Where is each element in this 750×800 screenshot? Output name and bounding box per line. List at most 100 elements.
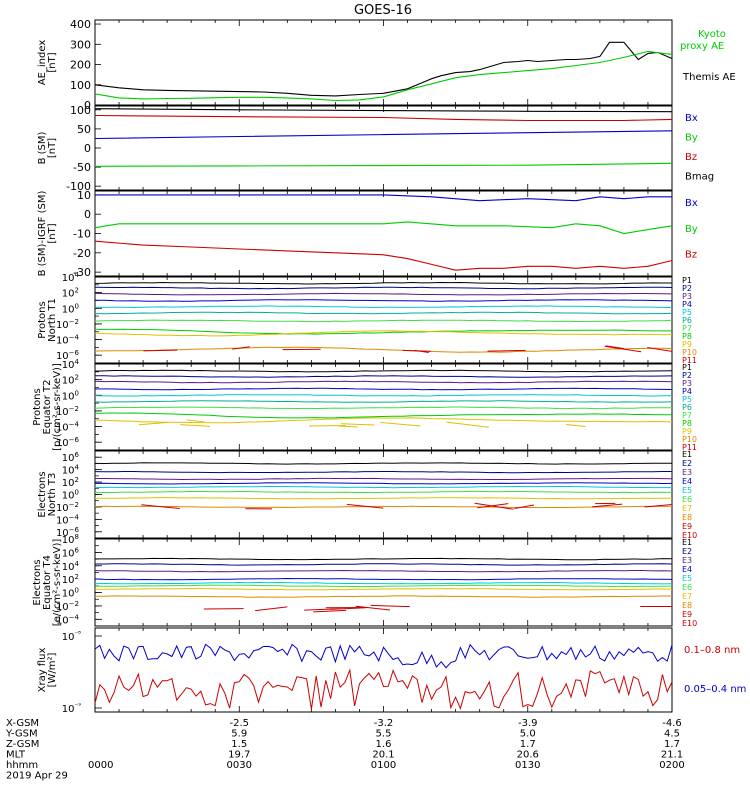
y-tick-label: 102: [62, 287, 79, 300]
channel-label-p8: P8: [682, 332, 692, 341]
noisy-fragment: [330, 607, 366, 610]
series-xray-short: [94, 643, 673, 669]
y-axis-label-line: [p/(cm²-s-sr-keV)]: [52, 363, 63, 451]
legend-bz: Bz: [685, 250, 697, 261]
panel-frame: [94, 538, 673, 627]
ephemeris-value: -3.9: [518, 718, 538, 729]
channel-p8: [94, 412, 672, 419]
ephemeris-value: 1.7: [664, 739, 680, 750]
legend-xray-long: 0.1–0.8 nm: [684, 645, 740, 656]
channel-label-e7: E7: [682, 504, 692, 513]
y-axis-label: Electrons Equator T4 [e/(cm²-s-sr-keV)]: [32, 539, 63, 627]
channel-label-e9: E9: [682, 610, 692, 619]
channel-label-e1: E1: [682, 538, 692, 547]
y-axis-label-line: North T3: [47, 473, 58, 517]
y-tick-label: 10−2: [56, 600, 79, 613]
panel-4: Protons North T110410210010−210−410−6P1P2…: [37, 271, 697, 365]
channel-p4: [95, 299, 673, 302]
noisy-fragment: [186, 419, 205, 423]
plot-title: GOES-16: [354, 3, 412, 18]
channel-label-p4: P4: [682, 387, 692, 396]
y-tick-label: 10: [77, 189, 91, 202]
y-tick-label: 400: [70, 18, 91, 31]
channel-label-e8: E8: [682, 601, 692, 610]
channel-e7: [94, 497, 673, 500]
panel-2: B (SM) [nT] 100 50 0 -50 -100 Bx By Bz Bmag: [37, 104, 714, 193]
series-bmag: [94, 108, 673, 113]
y-axis-label-line: Xray flux: [37, 648, 48, 693]
y-tick-label: -10: [73, 228, 91, 241]
y-tick-label: 106: [62, 451, 80, 464]
noisy-fragment: [604, 345, 642, 353]
y-tick-label: 10−2: [56, 405, 79, 418]
y-tick-label: 100: [62, 587, 79, 600]
channel-label-p11: P11: [682, 356, 697, 365]
y-axis-label-line: B (SM)-IGRF (SM): [37, 191, 48, 277]
channel-e2: [95, 563, 673, 566]
noisy-fragment: [487, 349, 526, 352]
legend-kyoto: Kyoto: [698, 29, 726, 40]
y-tick-label: 102: [62, 476, 79, 489]
series-bz: [94, 114, 673, 122]
legend-by: By: [685, 224, 698, 235]
noisy-fragment: [591, 503, 623, 508]
y-tick-label: 10−4: [56, 513, 80, 526]
ephemeris-value: 20.1: [372, 750, 394, 761]
ephemeris-value: 0200: [659, 760, 684, 771]
panel-7: Electrons Equator T4 [e/(cm²-s-sr-keV)]108…: [32, 533, 697, 628]
channel-label-p3: P3: [682, 292, 692, 301]
channel-label-p9: P9: [682, 427, 692, 436]
y-tick-label: 100: [62, 489, 79, 502]
y-axis-label: B (SM) [nT]: [37, 131, 58, 164]
channel-label-e8: E8: [682, 513, 692, 522]
y-tick-label: -30: [73, 266, 91, 279]
channel-label-e5: E5: [682, 486, 692, 495]
channel-p2: [95, 375, 673, 378]
y-axis-label: Protons Equator T2 [p/(cm²-s-sr-keV)]: [32, 363, 63, 451]
channel-p7: [94, 319, 673, 323]
channel-p3: [94, 292, 673, 296]
ephemeris-row-label: Y-GSM: [5, 729, 38, 740]
noisy-fragment: [232, 346, 250, 350]
noisy-fragment: [644, 503, 673, 508]
channel-label-e2: E2: [682, 459, 692, 468]
y-tick-label: 10−4: [56, 334, 80, 347]
channel-label-p2: P2: [682, 284, 692, 293]
series-bx: [95, 194, 672, 202]
legend-bx: Bx: [685, 113, 698, 124]
channel-label-e3: E3: [682, 556, 692, 565]
y-axis-label: Electrons North T3: [37, 471, 58, 517]
noisy-fragment: [308, 425, 346, 427]
channel-p2: [94, 286, 673, 290]
ephemeris-value: -3.2: [374, 718, 394, 729]
ephemeris-row-label: X-GSM: [6, 718, 39, 729]
channel-p7: [94, 406, 673, 410]
channel-e1: [94, 462, 673, 465]
channel-p9: [94, 417, 673, 424]
ephemeris-value: -2.5: [229, 718, 249, 729]
channel-e7: [95, 587, 673, 591]
y-tick-label: 0: [84, 99, 91, 112]
channel-e8: [94, 505, 672, 509]
channel-e5: [94, 581, 673, 585]
y-tick-label: 100: [70, 104, 91, 117]
channel-label-p2: P2: [682, 371, 692, 380]
channel-label-e6: E6: [682, 583, 692, 592]
channel-label-p10: P10: [682, 435, 697, 444]
y-axis-label-line: Electrons: [32, 559, 43, 605]
noisy-fragment: [340, 423, 375, 426]
y-axis-label: Protons North T1: [37, 298, 58, 342]
noisy-fragment: [514, 504, 535, 509]
channel-label-e7: E7: [682, 592, 692, 601]
channel-label-p10: P10: [682, 348, 697, 357]
y-tick-label: 100: [62, 389, 79, 402]
channel-label-e4: E4: [682, 565, 692, 574]
ephemeris-value: 4.5: [664, 729, 680, 740]
y-tick-label: 300: [70, 38, 91, 51]
channel-label-e5: E5: [682, 574, 692, 583]
y-axis-label-line: Equator T4: [42, 555, 53, 610]
ephemeris-value: -4.6: [662, 718, 682, 729]
y-tick-label: 10−6: [56, 436, 80, 449]
